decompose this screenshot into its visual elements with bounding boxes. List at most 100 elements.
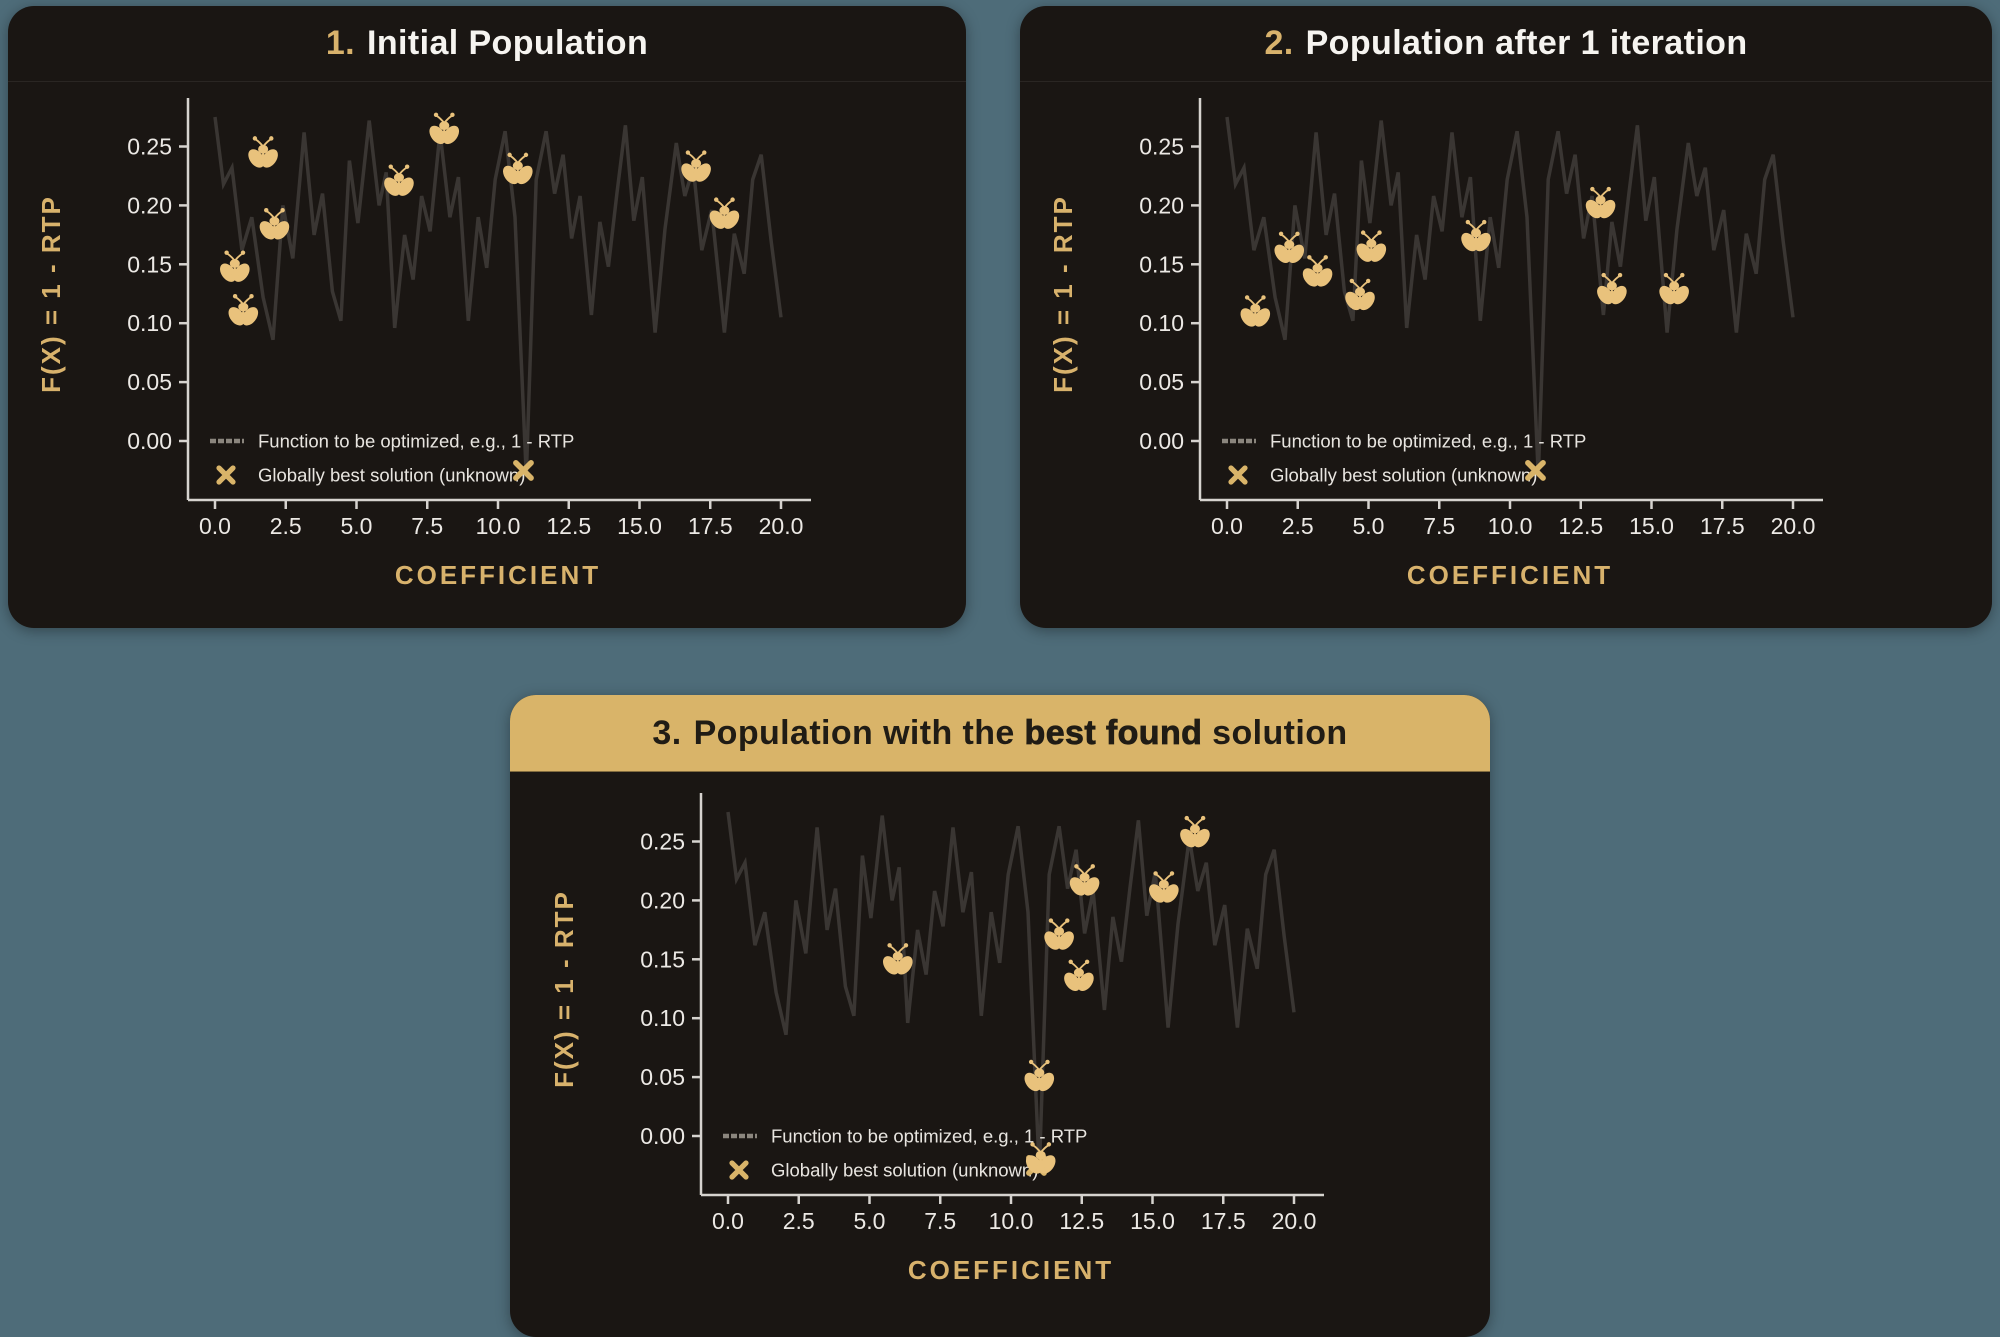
panel-2-number: 2. [1264, 24, 1294, 62]
panel-2-title-text: Population after 1 iteration [1305, 24, 1748, 62]
svg-text:0.25: 0.25 [127, 134, 172, 160]
svg-text:0.15: 0.15 [127, 251, 172, 277]
svg-text:15.0: 15.0 [617, 513, 662, 539]
svg-text:17.5: 17.5 [688, 513, 733, 539]
svg-text:17.5: 17.5 [1201, 1208, 1246, 1234]
panel-3-title-bold: best found [1024, 713, 1203, 752]
chart-best-found-solution: 0.00 0.05 0.10 0.15 0.20 0.25 0.0 2.5 5.0 7.5 10.0… [549, 793, 1324, 1285]
firefly-icon [1340, 277, 1380, 315]
legend: Function to be optimized, e.g., 1 - RTP G… [210, 431, 574, 486]
panel-initial-population: 1. Initial Population 0.00 0.05 0.10 0.15 0.2… [8, 6, 966, 628]
panel-3-title-post: solution [1202, 713, 1348, 752]
svg-text:2.5: 2.5 [270, 513, 302, 539]
svg-text:10.0: 10.0 [476, 513, 521, 539]
legend-best-label: Globally best solution (unknown) [258, 465, 525, 486]
svg-text:7.5: 7.5 [924, 1208, 956, 1234]
legend-best-label: Globally best solution (unknown) [1270, 465, 1537, 486]
legend-best-label: Globally best solution (unknown) [771, 1160, 1038, 1181]
panel-1-number: 1. [325, 24, 356, 62]
x-axis-label: COEFFICIENT [1407, 560, 1613, 590]
svg-text:0.00: 0.00 [1139, 428, 1184, 454]
firefly-icon [1298, 254, 1337, 291]
function-line [726, 811, 1296, 1172]
firefly-icon [498, 151, 537, 189]
svg-text:20.0: 20.0 [1272, 1208, 1317, 1234]
y-axis-label: F(X) = 1 - RTP [36, 195, 66, 393]
svg-text:5.0: 5.0 [1353, 513, 1385, 539]
axes [179, 98, 811, 509]
panel-3-number: 3. [652, 713, 682, 752]
legend-function-label: Function to be optimized, e.g., 1 - RTP [258, 431, 574, 452]
panel-best-found-solution: 3. Population with the best found solutio… [510, 695, 1490, 1337]
svg-text:2.5: 2.5 [783, 1208, 815, 1234]
axes [1191, 98, 1823, 509]
legend-x-icon [1231, 468, 1245, 482]
svg-text:7.5: 7.5 [1423, 513, 1455, 539]
firefly-icon [215, 249, 254, 286]
x-axis-label: COEFFICIENT [908, 1255, 1114, 1285]
panel-1-title: 1. Initial Population [326, 24, 648, 63]
svg-text:17.5: 17.5 [1700, 513, 1745, 539]
chart-after-1-iteration: 0.00 0.05 0.10 0.15 0.20 0.25 0.0 2.5 5.0 7.5 10.0… [1048, 98, 1823, 590]
tick-labels: 0.00 0.05 0.10 0.15 0.20 0.25 0.0 2.5 5.0 7.5 10.0… [127, 134, 803, 540]
svg-text:12.5: 12.5 [1059, 1208, 1104, 1234]
svg-text:0.0: 0.0 [1211, 513, 1243, 539]
svg-text:5.0: 5.0 [854, 1208, 886, 1234]
svg-text:0.0: 0.0 [712, 1208, 744, 1234]
svg-text:0.25: 0.25 [640, 829, 685, 855]
svg-text:7.5: 7.5 [411, 513, 443, 539]
svg-text:0.10: 0.10 [127, 310, 172, 336]
firefly-icon [1020, 1058, 1059, 1096]
svg-text:10.0: 10.0 [1488, 513, 1533, 539]
x-axis-label: COEFFICIENT [395, 560, 601, 590]
panel-3-title-text: Population with the [693, 713, 1025, 752]
legend-function-label: Function to be optimized, e.g., 1 - RTP [1270, 431, 1586, 452]
firefly-icon [1059, 958, 1098, 995]
svg-text:12.5: 12.5 [546, 513, 591, 539]
function-line [1225, 116, 1795, 477]
svg-text:0.15: 0.15 [1139, 251, 1184, 277]
panel-2-title: 2. Population after 1 iteration [1264, 24, 1747, 63]
svg-text:0.05: 0.05 [127, 369, 172, 395]
svg-text:15.0: 15.0 [1629, 513, 1674, 539]
y-axis-label: F(X) = 1 - RTP [549, 890, 579, 1088]
axes [692, 793, 1324, 1204]
svg-text:0.00: 0.00 [127, 428, 172, 454]
svg-text:10.0: 10.0 [989, 1208, 1034, 1234]
legend-function-label: Function to be optimized, e.g., 1 - RTP [771, 1126, 1087, 1147]
tick-labels: 0.00 0.05 0.10 0.15 0.20 0.25 0.0 2.5 5.0 7.5 10.0… [1139, 134, 1815, 540]
svg-text:0.00: 0.00 [640, 1123, 685, 1149]
svg-text:20.0: 20.0 [1771, 513, 1816, 539]
svg-text:12.5: 12.5 [1558, 513, 1603, 539]
panel-3-header: 3. Population with the best found solutio… [510, 695, 1490, 772]
svg-text:0.0: 0.0 [199, 513, 231, 539]
y-axis-label: F(X) = 1 - RTP [1048, 195, 1078, 393]
firefly-icon [1175, 814, 1215, 852]
svg-text:20.0: 20.0 [759, 513, 804, 539]
svg-text:0.15: 0.15 [640, 946, 685, 972]
svg-text:15.0: 15.0 [1130, 1208, 1175, 1234]
legend: Function to be optimized, e.g., 1 - RTP G… [1222, 431, 1586, 486]
firefly-icon [1236, 294, 1275, 331]
svg-text:5.0: 5.0 [341, 513, 373, 539]
firefly-icon [425, 111, 464, 149]
svg-text:0.20: 0.20 [127, 192, 172, 218]
svg-text:0.20: 0.20 [640, 887, 685, 913]
tick-labels: 0.00 0.05 0.10 0.15 0.20 0.25 0.0 2.5 5.0 7.5 10.0… [640, 829, 1316, 1235]
panel-1-title-text: Initial Population [367, 24, 649, 62]
svg-text:0.10: 0.10 [640, 1005, 685, 1031]
svg-text:0.05: 0.05 [640, 1064, 685, 1090]
function-line [213, 116, 783, 477]
panel-after-1-iteration: 2. Population after 1 iteration 0.00 0.05 0… [1020, 6, 1992, 628]
legend: Function to be optimized, e.g., 1 - RTP G… [723, 1126, 1087, 1181]
svg-text:2.5: 2.5 [1282, 513, 1314, 539]
firefly-icon [244, 135, 283, 172]
firefly-icon [224, 293, 263, 330]
firefly-icon [878, 942, 917, 979]
panel-3-title: 3. Population with the best found solutio… [652, 713, 1348, 753]
svg-text:0.20: 0.20 [1139, 192, 1184, 218]
legend-x-icon [732, 1163, 746, 1177]
legend-x-icon [219, 468, 233, 482]
svg-text:0.05: 0.05 [1139, 369, 1184, 395]
panel-2-header: 2. Population after 1 iteration [1020, 6, 1992, 82]
